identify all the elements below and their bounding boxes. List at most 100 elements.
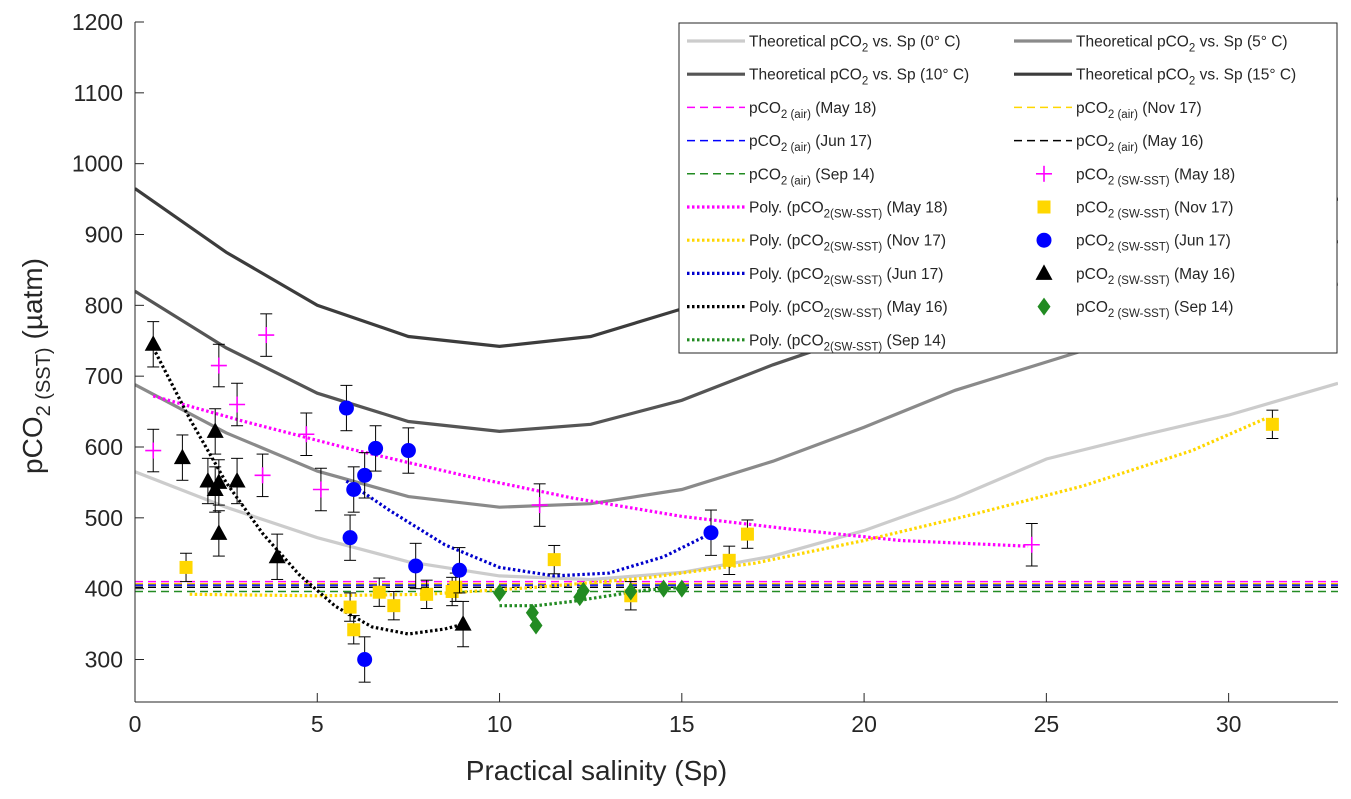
point-jun-17-9	[703, 525, 719, 541]
point-may-18-3	[254, 467, 271, 484]
point-may-18-8	[1023, 536, 1040, 553]
legend-label-main: Theoretical pCO	[749, 67, 862, 84]
legend-label-tail: vs. Sp (10° C)	[868, 67, 969, 84]
legend-marker-series-nov-17	[1037, 200, 1051, 214]
x-tick-label-5: 5	[311, 711, 324, 737]
legend-label-main: pCO	[1076, 233, 1108, 250]
point-nov-17-1	[343, 600, 357, 614]
point-may-16-7	[228, 472, 246, 488]
x-tick-label-25: 25	[1034, 711, 1060, 737]
legend-label-tail: (May 16)	[1138, 133, 1203, 150]
y-tick-label-900: 900	[85, 222, 123, 248]
legend-label-theoretical-0: Theoretical pCO2 vs. Sp (0° C)	[749, 34, 961, 55]
point-may-16-2	[199, 472, 217, 488]
legend: Theoretical pCO2 vs. Sp (0° C) Theoretica…	[678, 22, 1338, 354]
point-may-16-4	[206, 422, 224, 438]
fit-line-nov-17	[189, 417, 1266, 598]
point-sep-14-7	[675, 579, 689, 598]
y-tick-label-700: 700	[85, 363, 123, 389]
point-may-18-1	[210, 357, 227, 374]
point-sep-14-5	[624, 582, 638, 601]
legend-label-tail: (May 16)	[882, 299, 947, 316]
legend-label-fit-sep-14: Poly. (pCO2(SW-SST) (Sep 14)	[749, 332, 946, 353]
y-tick-label-800: 800	[85, 292, 123, 318]
legend-item-fit-may-18: Poly. (pCO2(SW-SST) (May 18)	[687, 200, 948, 221]
legend-label-tail: vs. Sp (5° C)	[1195, 34, 1287, 51]
legend-label-sub: 2 (air)	[781, 175, 811, 187]
y-tick-label-500: 500	[85, 505, 123, 531]
legend-label-main: pCO	[1076, 166, 1108, 183]
legend-label-main: Poly. (pCO	[749, 233, 824, 250]
legend-label-tail: (Nov 17)	[1138, 100, 1202, 117]
legend-label-main: pCO	[1076, 100, 1108, 117]
point-sep-14-4	[576, 581, 590, 600]
legend-label-sub: 2 (SW-SST)	[1108, 209, 1170, 221]
legend-label-main: pCO	[749, 133, 781, 150]
legend-marker-series-sep-14	[1037, 297, 1051, 316]
legend-item-air-nov-17: pCO2 (air) (Nov 17)	[1014, 100, 1202, 121]
point-jun-17-1	[342, 530, 358, 546]
legend-label-tail: (Jun 17)	[1170, 233, 1231, 250]
legend-label-sub: 2(SW-SST)	[824, 341, 883, 353]
legend-label-main: Theoretical pCO	[1076, 67, 1189, 84]
y-tick-label-400: 400	[85, 576, 123, 602]
legend-item-theoretical-0: Theoretical pCO2 vs. Sp (0° C)	[687, 34, 961, 55]
point-nov-17-2	[347, 623, 361, 637]
legend-label-fit-may-18: Poly. (pCO2(SW-SST) (May 18)	[749, 200, 948, 221]
point-jun-17-7	[408, 558, 424, 574]
legend-label-tail: (May 18)	[882, 200, 947, 217]
theoretical-curve-0	[135, 381, 1338, 582]
legend-label-theoretical-1: Theoretical pCO2 vs. Sp (5° C)	[1076, 34, 1288, 55]
point-nov-17-11	[740, 527, 754, 541]
legend-marker-series-may-16	[1035, 264, 1053, 280]
legend-label-series-sep-14: pCO2 (SW-SST) (Sep 14)	[1076, 299, 1233, 320]
point-nov-17-10	[722, 553, 736, 567]
legend-label-tail: (May 16)	[1170, 266, 1235, 283]
y-tick-label-1000: 1000	[72, 151, 123, 177]
legend-label-sub: 2(SW-SST)	[824, 242, 883, 254]
legend-label-tail: vs. Sp (15° C)	[1195, 67, 1296, 84]
legend-label-sub: 2(SW-SST)	[824, 275, 883, 287]
legend-label-tail: (May 18)	[811, 100, 876, 117]
y-tick-label-300: 300	[85, 647, 123, 673]
legend-label-main: Theoretical pCO	[749, 34, 862, 51]
legend-item-fit-sep-14: Poly. (pCO2(SW-SST) (Sep 14)	[687, 332, 946, 353]
legend-label-fit-may-16: Poly. (pCO2(SW-SST) (May 16)	[749, 299, 948, 320]
legend-label-sub: 2 (air)	[781, 109, 811, 121]
legend-label-main: pCO	[1076, 200, 1108, 217]
point-jun-17-8	[451, 562, 467, 578]
legend-label-fit-nov-17: Poly. (pCO2(SW-SST) (Nov 17)	[749, 233, 946, 254]
point-may-18-6	[312, 481, 329, 498]
legend-label-main: Poly. (pCO	[749, 200, 824, 217]
legend-label-theoretical-3: Theoretical pCO2 vs. Sp (15° C)	[1076, 67, 1296, 88]
point-jun-17-5	[368, 440, 384, 456]
point-may-18-0	[145, 442, 162, 459]
point-jun-17-0	[338, 400, 354, 416]
x-tick-label-10: 10	[487, 711, 513, 737]
legend-label-air-nov-17: pCO2 (air) (Nov 17)	[1076, 100, 1202, 121]
legend-item-fit-may-16: Poly. (pCO2(SW-SST) (May 16)	[687, 299, 948, 320]
y-axis-title-main: pCO	[17, 416, 48, 474]
legend-label-series-jun-17: pCO2 (SW-SST) (Jun 17)	[1076, 233, 1231, 254]
legend-item-theoretical-2: Theoretical pCO2 vs. Sp (10° C)	[687, 67, 969, 88]
legend-label-series-nov-17: pCO2 (SW-SST) (Nov 17)	[1076, 200, 1233, 221]
legend-item-series-may-18: pCO2 (SW-SST) (May 18)	[1036, 165, 1235, 187]
legend-label-main: Theoretical pCO	[1076, 34, 1189, 51]
legend-label-series-may-16: pCO2 (SW-SST) (May 16)	[1076, 266, 1235, 287]
plot-area	[135, 187, 1338, 683]
legend-item-fit-jun-17: Poly. (pCO2(SW-SST) (Jun 17)	[687, 266, 943, 287]
legend-label-sub: 2 (air)	[1108, 109, 1138, 121]
legend-label-series-may-18: pCO2 (SW-SST) (May 18)	[1076, 166, 1235, 187]
legend-label-tail: (Nov 17)	[882, 233, 946, 250]
fit-line-may-18	[152, 394, 1029, 548]
fit-line-sep-14	[499, 585, 682, 608]
y-tick-label-1200: 1200	[72, 9, 123, 35]
legend-label-tail: (Sep 14)	[811, 166, 875, 183]
point-may-18-5	[298, 426, 315, 443]
point-may-18-4	[258, 327, 275, 344]
legend-label-sub: 2(SW-SST)	[824, 209, 883, 221]
legend-label-sub: 2	[1189, 76, 1195, 88]
point-sep-14-6	[657, 579, 671, 598]
x-tick-label-30: 30	[1216, 711, 1242, 737]
